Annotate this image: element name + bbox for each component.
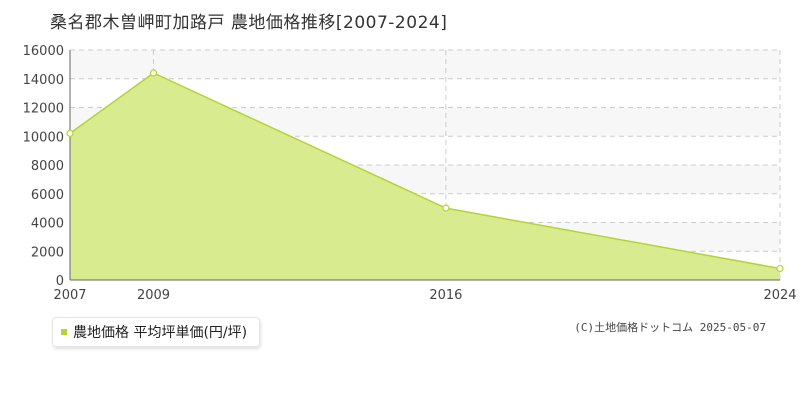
x-tick-label: 2009 (137, 288, 170, 303)
chart-title: 桑名郡木曽岬町加路戸 農地価格推移[2007-2024] (50, 13, 448, 33)
y-tick-label: 14000 (23, 73, 64, 88)
y-tick-label: 6000 (31, 188, 64, 203)
data-point (66, 129, 74, 137)
grid-band (70, 50, 780, 79)
y-tick-label: 0 (56, 274, 64, 289)
y-tick-label: 4000 (31, 217, 64, 232)
legend-label: 農地価格 平均坪単価(円/坪) (73, 325, 248, 341)
copyright-text: (C)土地価格ドットコム 2025-05-07 (574, 321, 766, 334)
x-tick-label: 2016 (429, 288, 462, 303)
y-tick-label: 8000 (31, 159, 64, 174)
series-line (69, 72, 781, 270)
data-point (776, 264, 784, 273)
legend-swatch (61, 329, 67, 335)
y-tick-label: 2000 (31, 245, 64, 260)
y-tick-label: 16000 (23, 44, 64, 59)
series-area (70, 73, 780, 280)
y-tick-label: 12000 (23, 102, 64, 117)
data-point (149, 69, 158, 77)
data-point (442, 204, 450, 212)
x-tick-label: 2007 (53, 288, 86, 303)
y-tick-label: 10000 (23, 130, 64, 145)
x-tick-label: 2024 (763, 288, 796, 303)
legend: 農地価格 平均坪単価(円/坪) (52, 317, 261, 347)
